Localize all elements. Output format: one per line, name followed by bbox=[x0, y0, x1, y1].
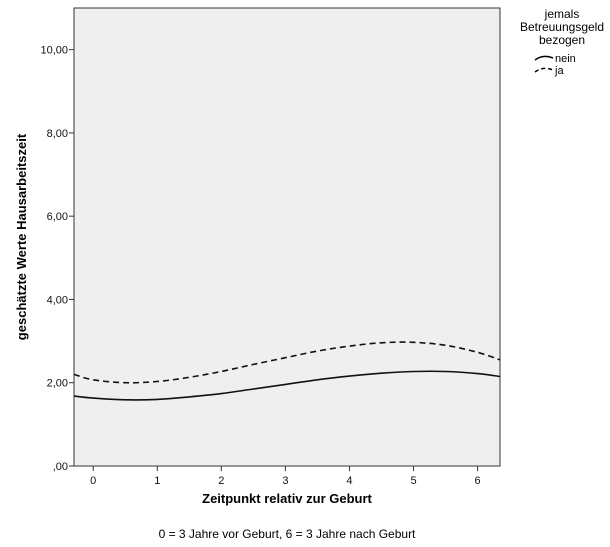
x-axis: 0 1 2 3 4 5 6 bbox=[90, 466, 481, 487]
series-group bbox=[73, 341, 501, 401]
plot-area bbox=[73, 7, 501, 467]
x-tick-label: 0 bbox=[90, 475, 96, 487]
x-axis-title: Zeitpunkt relativ zur Geburt bbox=[202, 491, 372, 506]
series-line-nein bbox=[73, 370, 501, 401]
legend-title-line-2: Betreuungsgeld bbox=[520, 20, 604, 34]
legend-swatch-ja bbox=[534, 67, 554, 73]
y-tick-label: 6,00 bbox=[47, 211, 68, 223]
legend-title-line-3: bezogen bbox=[539, 33, 585, 47]
y-tick-label: 8,00 bbox=[47, 128, 68, 140]
x-tick-label: 2 bbox=[218, 475, 224, 487]
x-tick-label: 4 bbox=[346, 475, 352, 487]
y-axis-title: geschätzte Werte Hausarbeitszeit bbox=[14, 133, 29, 340]
x-axis-note: 0 = 3 Jahre vor Geburt, 6 = 3 Jahre nach… bbox=[159, 527, 416, 541]
legend-title-line-1: jemals bbox=[544, 7, 580, 21]
x-tick-label: 1 bbox=[154, 475, 160, 487]
x-tick-label: 5 bbox=[410, 475, 416, 487]
legend-swatch-nein bbox=[534, 55, 554, 61]
legend-label-ja: ja bbox=[554, 65, 564, 77]
y-tick-label: 2,00 bbox=[47, 378, 68, 390]
series-line-ja bbox=[73, 341, 501, 384]
legend: jemals Betreuungsgeld bezogen nein ja bbox=[520, 7, 604, 77]
y-tick-label: 10,00 bbox=[40, 45, 68, 57]
y-axis: ,00 2,00 4,00 6,00 8,00 10,00 bbox=[40, 45, 74, 473]
y-tick-label: 4,00 bbox=[47, 294, 68, 306]
x-tick-label: 3 bbox=[282, 475, 288, 487]
x-tick-label: 6 bbox=[475, 475, 481, 487]
legend-label-nein: nein bbox=[555, 53, 576, 65]
y-tick-label: ,00 bbox=[53, 461, 68, 473]
